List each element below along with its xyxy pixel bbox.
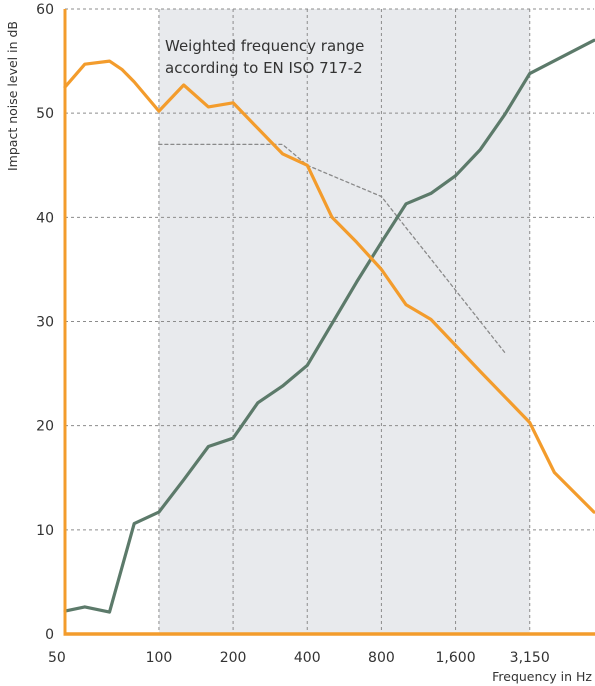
tick-label-layer: 0 10 20 30 40 50 60 50 100 200 400 800 1,600 3,150 [36, 2, 550, 666]
y-tick-label-60: 60 [36, 2, 54, 18]
x-tick-label-800: 800 [368, 650, 395, 666]
x-tick-label-1,600: 1,600 [436, 650, 476, 666]
annotation-line-2: according to EN ISO 717-2 [165, 59, 363, 77]
series-layer [63, 38, 595, 614]
y-tick-label-20: 20 [36, 419, 54, 435]
x-tick-label-400: 400 [294, 650, 321, 666]
y-axis-title: Impact noise level in dB [5, 21, 20, 171]
annotation-layer: Weighted frequency range according to EN… [165, 37, 364, 77]
y-tick-label-0: 0 [45, 627, 54, 643]
x-tick-label-100: 100 [146, 650, 173, 666]
series-line-orange [63, 59, 595, 514]
y-tick-label-30: 30 [36, 315, 54, 331]
x-tick-label-200: 200 [220, 650, 247, 666]
y-tick-label-40: 40 [36, 210, 54, 226]
x-axis-title: Frequency in Hz [492, 669, 592, 684]
series-line-green [63, 38, 595, 614]
x-tick-label-50: 50 [48, 650, 66, 666]
y-tick-label-50: 50 [36, 106, 54, 122]
series-line-reference [158, 143, 506, 354]
annotation-line-1: Weighted frequency range [165, 37, 364, 55]
y-tick-label-10: 10 [36, 523, 54, 539]
x-tick-label-3,150: 3,150 [510, 650, 550, 666]
axis-layer [63, 9, 595, 636]
